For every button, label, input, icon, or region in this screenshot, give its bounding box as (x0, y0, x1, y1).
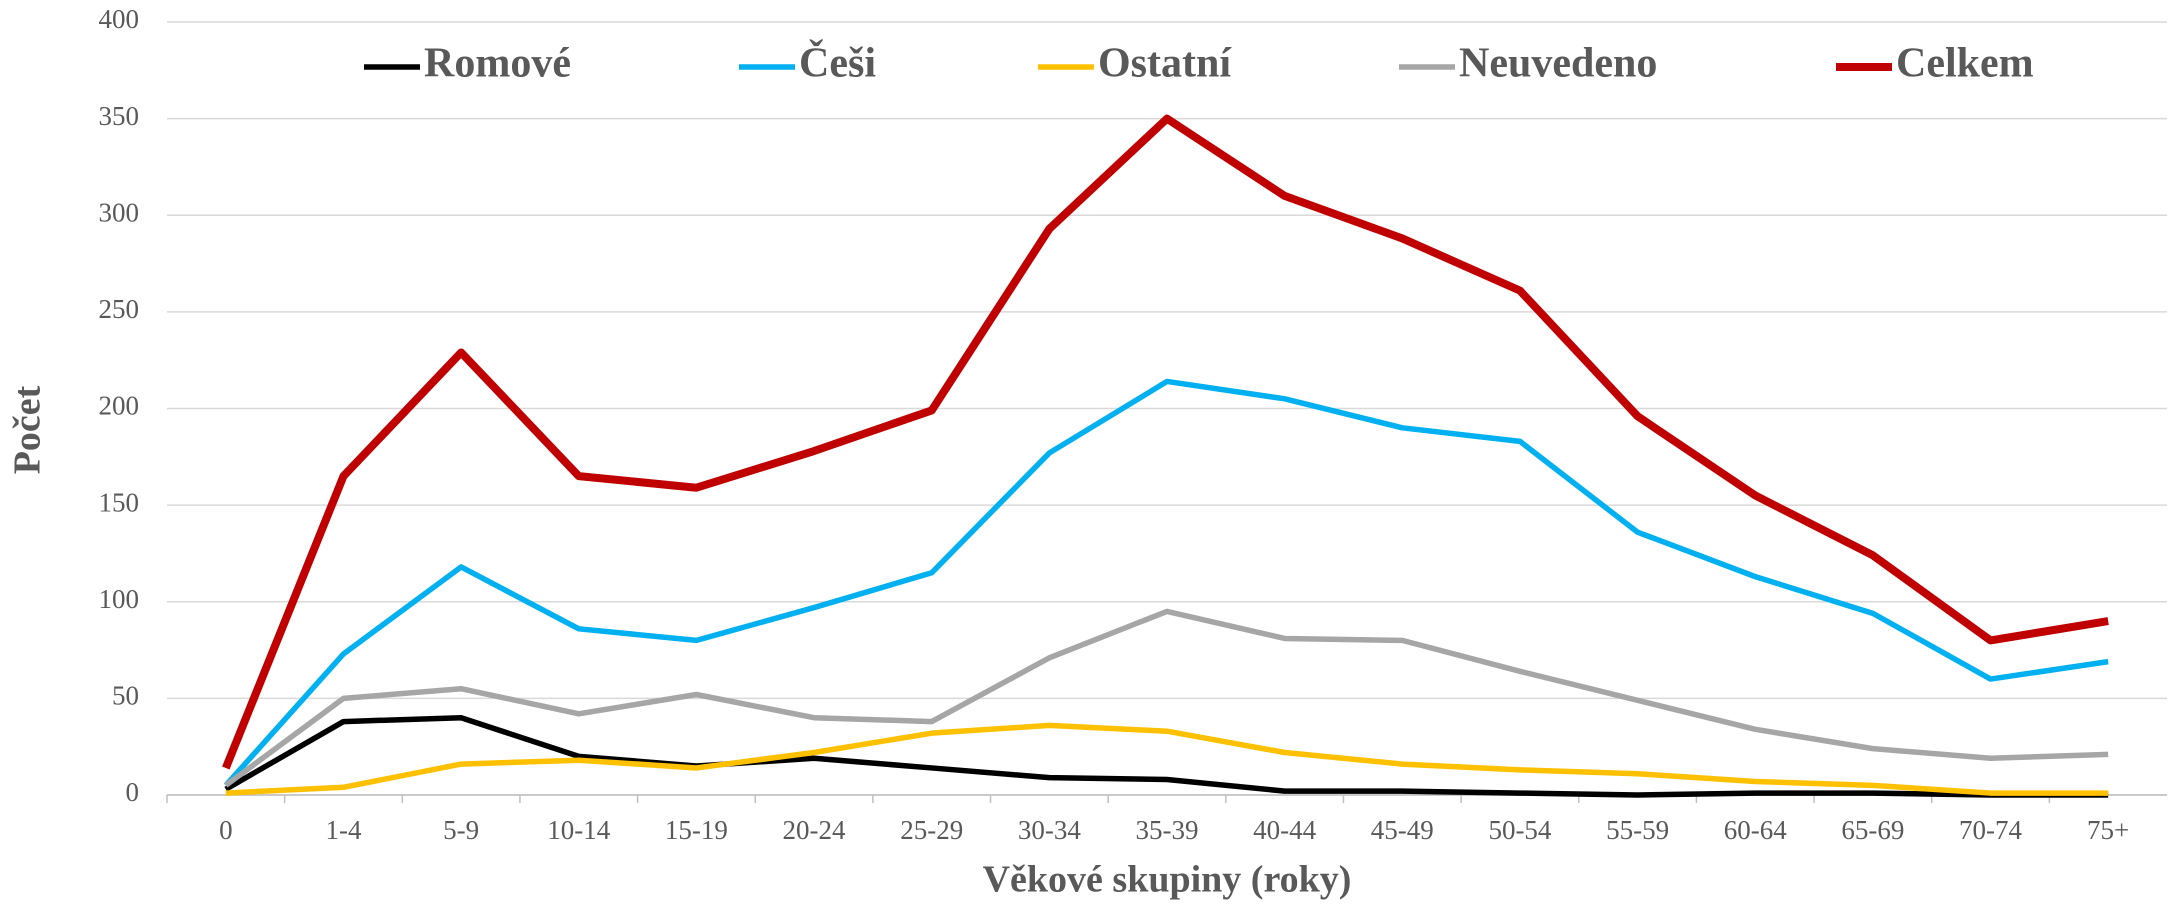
legend-label: Češi (799, 39, 876, 87)
legend-label: Ostatní (1098, 41, 1232, 87)
x-tick-label: 35-39 (1136, 815, 1199, 845)
x-tick-label: 10-14 (547, 815, 610, 845)
y-tick-label: 100 (99, 584, 140, 614)
x-tick-label: 5-9 (443, 815, 479, 845)
legend-label: Celkem (1896, 41, 2034, 87)
x-tick-label: 30-34 (1018, 815, 1081, 845)
y-tick-label: 250 (99, 294, 140, 324)
y-tick-label: 400 (99, 4, 140, 34)
x-tick-label: 45-49 (1371, 815, 1434, 845)
y-tick-label: 150 (99, 487, 140, 517)
x-tick-label: 25-29 (900, 815, 963, 845)
series-line (224, 608, 2109, 788)
series-line (224, 714, 2109, 798)
x-tick-label: 60-64 (1724, 815, 1787, 845)
x-axis-title: Věkové skupiny (roky) (983, 859, 1352, 901)
x-tick-label: 1-4 (325, 815, 361, 845)
series-line (225, 722, 2109, 796)
x-tick-label: 75+ (2087, 815, 2129, 845)
x-tick-label: 70-74 (1959, 815, 2022, 845)
x-tick-label: 15-19 (665, 815, 728, 845)
y-tick-label: 0 (126, 777, 140, 807)
y-tick-label: 50 (112, 681, 139, 711)
y-tick-label: 200 (99, 391, 140, 421)
x-tick-label: 20-24 (783, 815, 846, 845)
y-axis-title: Počet (7, 385, 49, 474)
legend-label: Romové (424, 41, 571, 87)
series-line (223, 378, 2109, 788)
series-line (222, 114, 2109, 770)
x-tick-label: 40-44 (1253, 815, 1316, 845)
legend-label: Neuvedeno (1459, 41, 1657, 87)
y-tick-label: 300 (99, 197, 140, 227)
x-tick-label: 50-54 (1488, 815, 1551, 845)
x-tick-label: 55-59 (1606, 815, 1669, 845)
y-tick-label: 350 (99, 101, 140, 131)
x-tick-label: 0 (219, 815, 233, 845)
x-tick-label: 65-69 (1841, 815, 1904, 845)
